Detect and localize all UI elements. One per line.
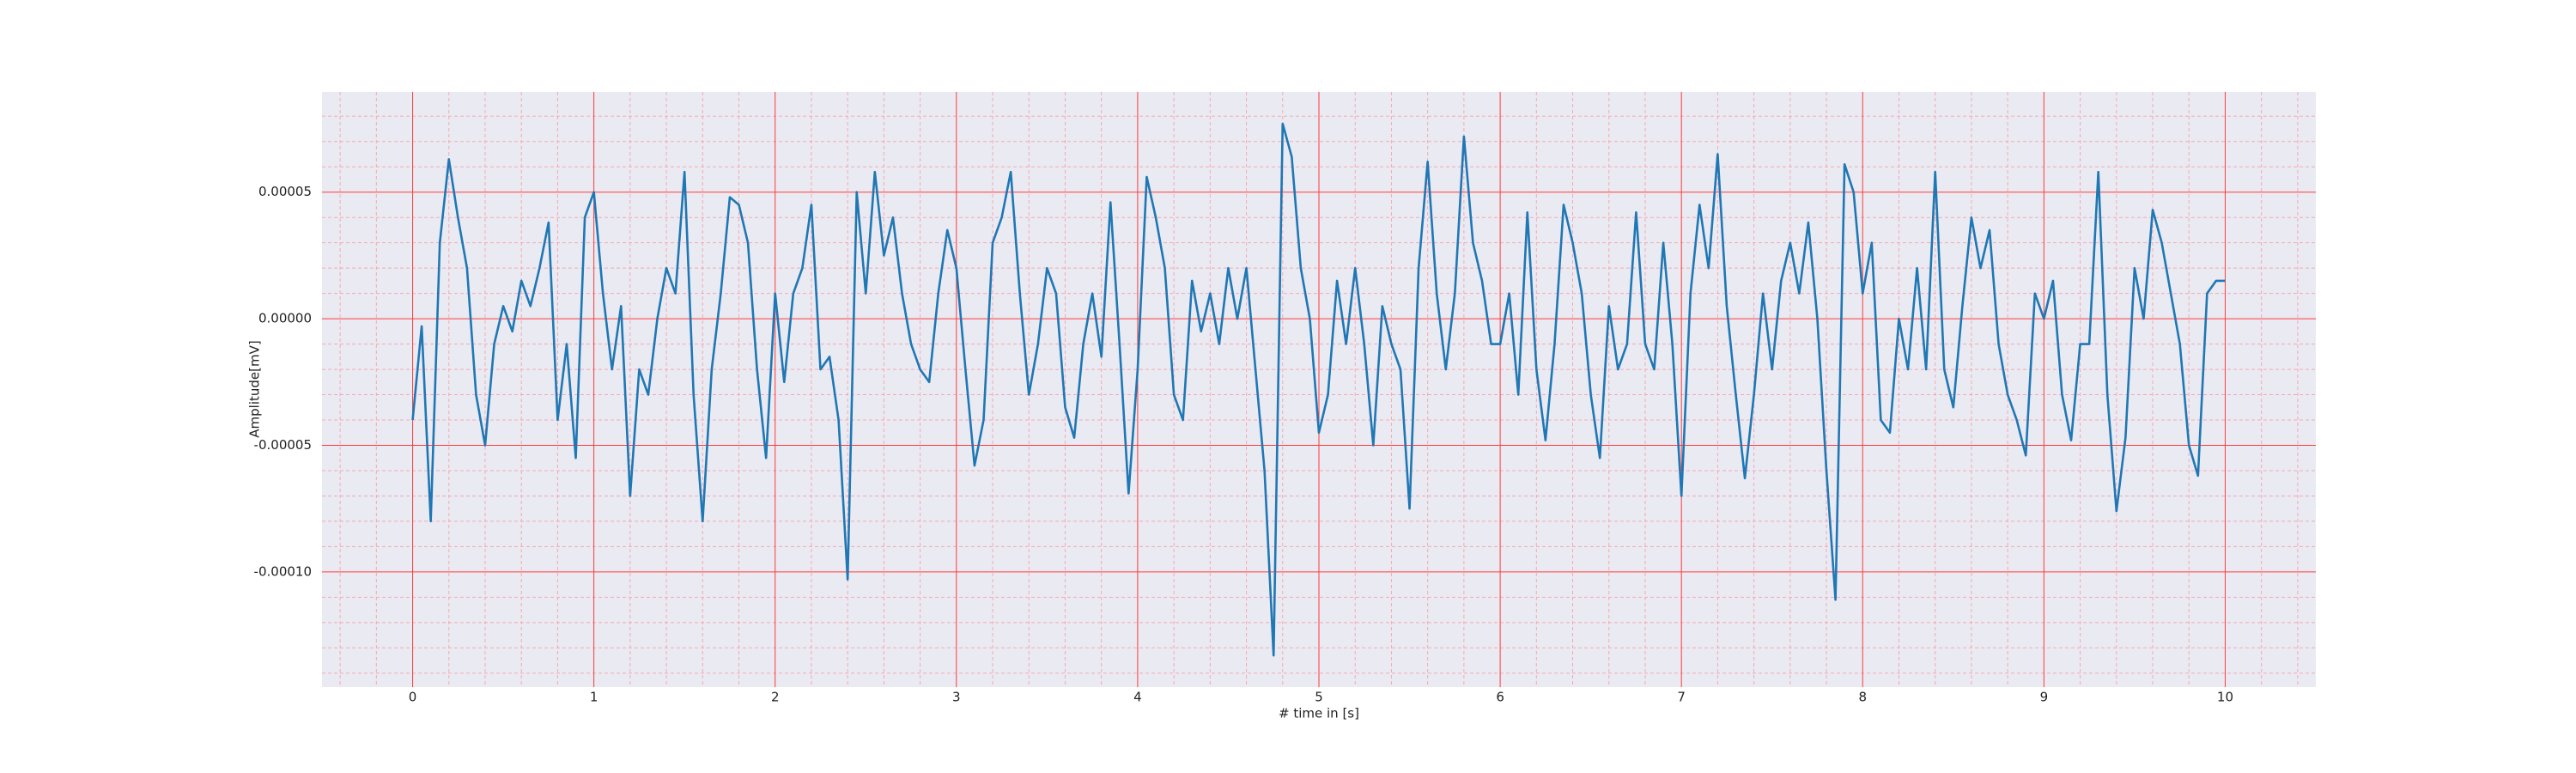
y-tick-label: -0.00010 <box>254 563 312 579</box>
y-tick-label: -0.00005 <box>254 437 312 453</box>
x-tick-label: 2 <box>771 690 780 705</box>
x-tick-label: 3 <box>952 690 961 705</box>
x-tick-label: 7 <box>1677 690 1686 705</box>
y-axis-label: Amplitude[mV] <box>247 340 263 437</box>
x-tick-label: 0 <box>409 690 417 705</box>
y-tick-label: 0.00000 <box>258 311 312 326</box>
x-tick-label: 1 <box>590 690 598 705</box>
x-tick-label: 4 <box>1133 690 1142 705</box>
x-tick-label: 6 <box>1496 690 1504 705</box>
y-tick-label: 0.00005 <box>258 184 312 199</box>
x-tick-label: 10 <box>2217 690 2233 705</box>
line-series <box>411 122 2226 657</box>
x-axis-label: # time in [s] <box>1279 706 1359 721</box>
x-tick-label: 5 <box>1315 690 1323 705</box>
x-tick-label: 8 <box>1858 690 1867 705</box>
x-tick-label: 9 <box>2040 690 2049 705</box>
